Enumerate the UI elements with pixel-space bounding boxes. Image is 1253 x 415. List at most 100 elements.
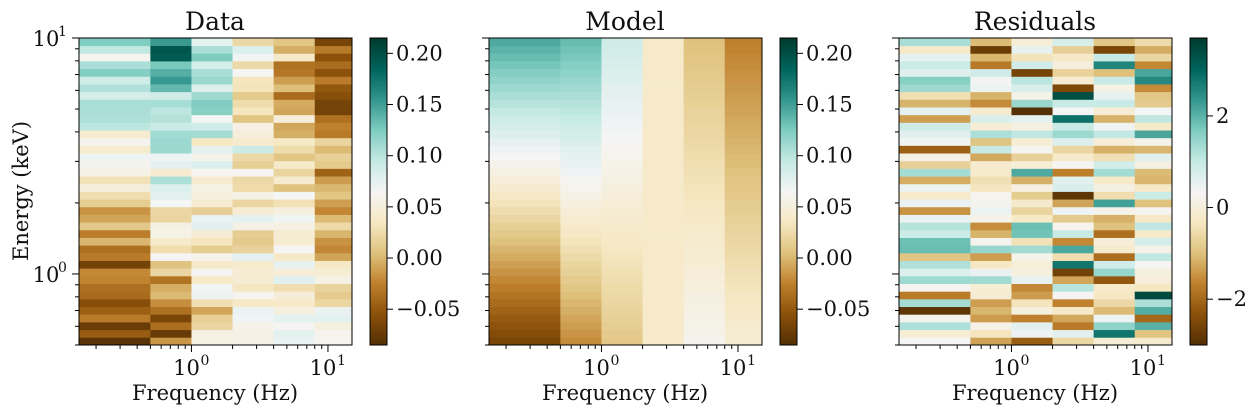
heatmap-cell — [489, 329, 561, 338]
heatmap-cell — [232, 160, 275, 169]
heatmap-cell — [191, 91, 233, 100]
colorbar-segment — [780, 283, 797, 287]
colorbar-segment — [1190, 199, 1207, 203]
heatmap-cell — [489, 229, 561, 238]
x-ticks-data: 10 0 10 1 — [95, 345, 346, 380]
heatmap-cell — [489, 168, 561, 177]
heatmap-cell — [150, 183, 192, 192]
colorbar-tick-label: 0.10 — [396, 144, 443, 168]
heatmap-cell — [1052, 337, 1095, 346]
x-tick-base: 10 — [310, 356, 337, 380]
heatmap-cell — [191, 291, 233, 300]
heatmap-cell — [1052, 291, 1095, 300]
heatmap-cell — [314, 99, 353, 108]
heatmap-cell — [273, 91, 316, 100]
heatmap-cell — [232, 291, 275, 300]
heatmap-cell — [1011, 38, 1053, 47]
colorbar-segment — [780, 58, 797, 62]
heatmap-cell — [79, 229, 151, 238]
heatmap-cell — [1011, 68, 1053, 77]
colorbar-segment — [370, 252, 387, 256]
heatmap-cell — [970, 237, 1012, 246]
x-tick-exponent: 1 — [747, 353, 756, 369]
heatmap-cell — [1011, 76, 1053, 85]
heatmap-cell — [489, 68, 561, 77]
colorbar-segment — [370, 209, 387, 213]
heatmap-cell — [1093, 61, 1136, 70]
heatmap-cell — [191, 122, 233, 131]
colorbar-segment — [1190, 204, 1207, 208]
heatmap-cell — [560, 45, 602, 54]
heatmap-cell — [601, 329, 643, 338]
colorbar-segment — [1190, 224, 1207, 228]
heatmap-cell — [642, 99, 685, 108]
heatmap-cell — [1134, 145, 1173, 154]
heatmap-cell — [273, 68, 316, 77]
colorbar-tick-label: −0.05 — [806, 297, 870, 321]
heatmap-cell — [724, 61, 763, 70]
y-ticks-model — [482, 37, 489, 346]
y-tick-exponent: 0 — [58, 260, 67, 276]
colorbar-segment — [370, 122, 387, 126]
heatmap-cell — [191, 107, 233, 116]
heatmap-cell — [683, 199, 726, 208]
heatmap-cell — [1093, 76, 1136, 85]
heatmap-cell — [273, 61, 316, 70]
colorbar-segment — [1190, 283, 1207, 287]
colorbar-segment — [370, 263, 387, 267]
heatmap-cell — [1134, 168, 1173, 177]
heatmap-cell — [899, 206, 971, 215]
heatmap-cell — [642, 45, 685, 54]
colorbar-segment — [1190, 66, 1207, 70]
heatmap-cell — [1052, 145, 1095, 154]
heatmap-cell — [150, 199, 192, 208]
heatmap-cell — [489, 153, 561, 162]
heatmap-cell — [273, 160, 316, 169]
x-tick-base: 10 — [720, 356, 747, 380]
colorbar-segment — [780, 265, 797, 269]
colorbar-segment — [370, 112, 387, 116]
heatmap-cell — [150, 168, 192, 177]
heatmap-cell — [79, 45, 151, 54]
colorbar-segment — [780, 327, 797, 331]
heatmap-cell — [150, 237, 192, 246]
colorbar-segment — [370, 73, 387, 77]
heatmap-cell — [1052, 260, 1095, 269]
colorbar-segment — [1190, 304, 1207, 308]
heatmap-cell — [601, 122, 643, 131]
heatmap-cell — [191, 176, 233, 185]
heatmap-cell — [683, 91, 726, 100]
x-tick-exponent: 0 — [200, 353, 209, 369]
heatmap-cell — [273, 176, 316, 185]
heatmap-cell — [560, 329, 602, 338]
colorbar-segment — [780, 304, 797, 308]
heatmap-cell — [191, 84, 233, 93]
colorbar-segment — [1190, 342, 1207, 346]
colorbar-segment — [370, 283, 387, 287]
colorbar-segment — [1190, 145, 1207, 149]
heatmap-cell — [273, 122, 316, 131]
colorbar-tick-label: 0.15 — [396, 93, 443, 117]
heatmap-cell — [1134, 237, 1173, 246]
heatmap-cell — [970, 252, 1012, 261]
heatmap-cell — [560, 237, 602, 246]
heatmap-cell — [232, 283, 275, 292]
heatmap-cell — [1052, 191, 1095, 200]
colorbar-segment — [370, 43, 387, 47]
heatmap-cell — [683, 160, 726, 169]
heatmap-cell — [899, 137, 971, 146]
heatmap-cell — [970, 45, 1012, 54]
heatmap-cell — [724, 337, 763, 346]
heatmap-cell — [489, 45, 561, 54]
colorbar-segment — [1190, 281, 1207, 285]
heatmap-cell — [683, 298, 726, 308]
colorbar-segment — [780, 296, 797, 300]
colorbar-segment — [1190, 337, 1207, 341]
colorbar-segment — [1190, 311, 1207, 315]
heatmap-cell — [1011, 306, 1053, 315]
colorbar-frame — [1189, 37, 1208, 346]
heatmap-cell — [232, 214, 275, 223]
colorbar-segment — [370, 99, 387, 103]
heatmap-cell — [150, 68, 192, 77]
heatmap-cell — [489, 298, 561, 308]
